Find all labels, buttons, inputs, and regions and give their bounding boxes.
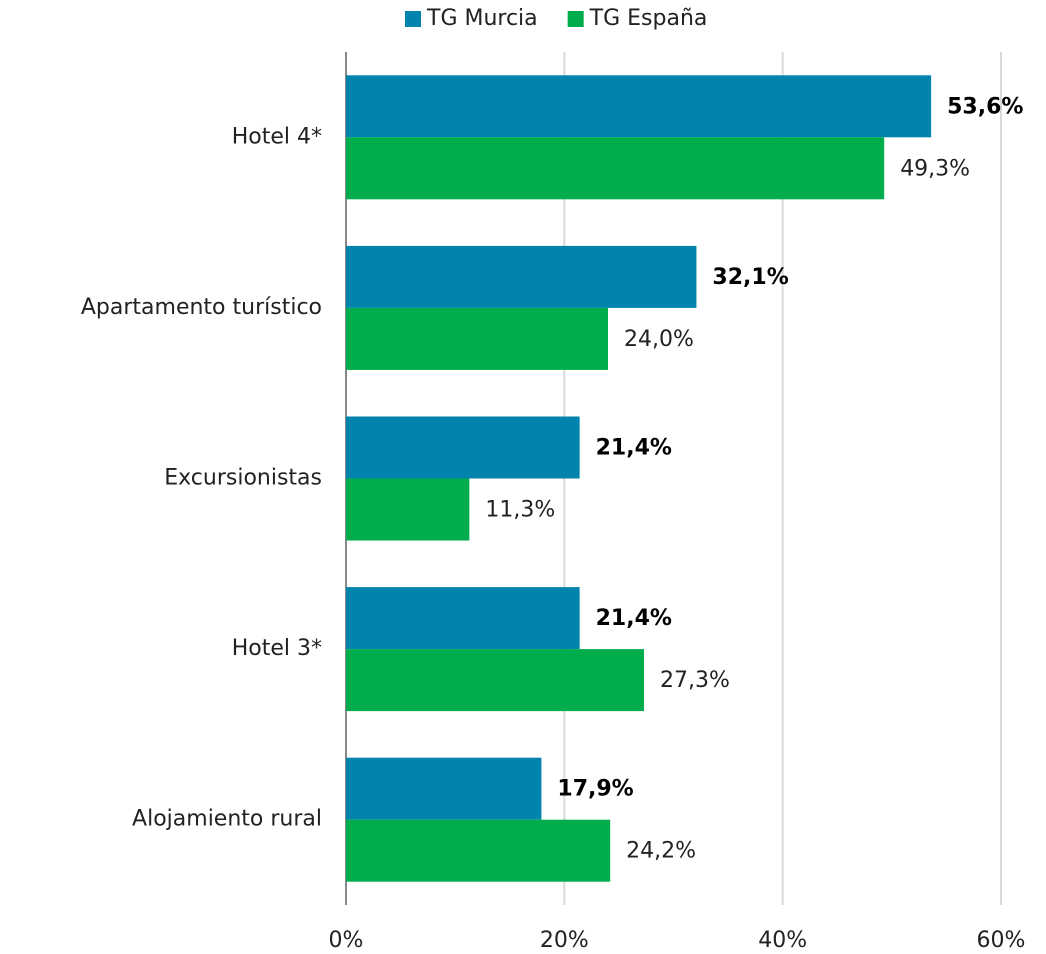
bar <box>346 478 470 541</box>
y-tick-label: Excursionistas <box>164 466 322 491</box>
data-label: 17,9% <box>557 777 633 802</box>
bar <box>346 649 645 712</box>
y-tick-label: Apartamento turístico <box>81 295 322 320</box>
x-tick-label: 0% <box>329 928 364 953</box>
x-tick-label: 20% <box>540 928 589 953</box>
data-label: 53,6% <box>947 94 1023 119</box>
data-label: 11,3% <box>485 498 555 523</box>
data-label: 24,0% <box>624 327 694 352</box>
y-tick-label: Hotel 3* <box>232 636 322 661</box>
bar <box>346 757 542 820</box>
data-label: 21,4% <box>596 436 672 461</box>
x-tick-label: 60% <box>977 928 1026 953</box>
y-tick-label: Alojamiento rural <box>132 807 322 832</box>
bar <box>346 819 611 882</box>
legend-swatch <box>405 11 421 27</box>
data-label: 27,3% <box>660 668 730 693</box>
data-label: 24,2% <box>626 839 696 864</box>
bar <box>346 75 932 138</box>
x-tick-label: 40% <box>758 928 807 953</box>
legend-label: TG España <box>589 6 708 31</box>
bar <box>346 245 697 308</box>
legend-swatch <box>567 11 584 27</box>
data-label: 21,4% <box>596 606 672 631</box>
bar <box>346 137 885 200</box>
data-label: 32,1% <box>712 265 788 290</box>
bar <box>346 307 608 370</box>
legend-label: TG Murcia <box>426 6 538 31</box>
bar <box>346 587 580 650</box>
bar <box>346 416 580 479</box>
data-label: 49,3% <box>900 156 970 181</box>
y-tick-label: Hotel 4* <box>232 124 322 149</box>
